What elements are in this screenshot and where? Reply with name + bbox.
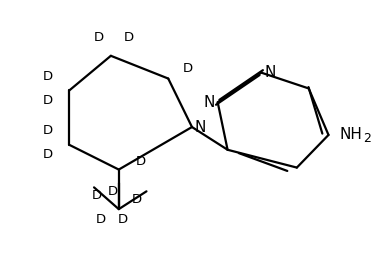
Text: N: N — [194, 119, 206, 134]
Text: NH: NH — [340, 127, 363, 142]
Text: D: D — [43, 70, 52, 83]
Text: D: D — [118, 213, 128, 226]
Text: D: D — [183, 62, 193, 75]
Text: D: D — [92, 189, 102, 202]
Text: N: N — [203, 95, 214, 110]
Text: N: N — [264, 65, 276, 80]
Text: 2: 2 — [363, 132, 371, 145]
Text: D: D — [124, 32, 134, 45]
Text: D: D — [43, 94, 52, 107]
Text: D: D — [108, 185, 118, 198]
Text: D: D — [94, 32, 104, 45]
Text: D: D — [131, 193, 142, 206]
Text: D: D — [96, 213, 106, 226]
Text: D: D — [43, 148, 52, 161]
Text: D: D — [136, 155, 146, 168]
Text: D: D — [43, 125, 52, 138]
